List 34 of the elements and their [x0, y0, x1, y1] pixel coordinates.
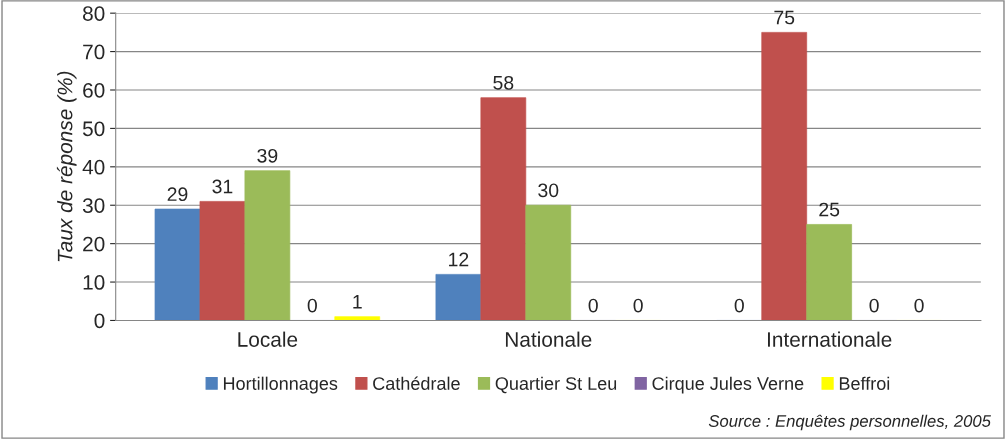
data-label: 0 — [869, 298, 879, 313]
y-tick-label: 0 — [94, 313, 105, 329]
data-label: 0 — [588, 298, 598, 313]
data-label: 12 — [449, 252, 469, 267]
data-label: 1 — [353, 295, 362, 309]
data-label: 29 — [167, 187, 188, 202]
y-tick-label: 60 — [83, 83, 105, 98]
x-tick-label: Nationale — [505, 331, 592, 347]
y-axis-title: Taux de réponse (%) — [56, 71, 77, 262]
source-note: Source : Enquêtes personnelles, 2005 — [708, 414, 991, 431]
y-tick-label: 30 — [82, 198, 105, 213]
data-label: 39 — [257, 148, 278, 163]
x-tick-label: Internationale — [767, 331, 892, 347]
legend-label: Hortillonnages — [223, 376, 338, 394]
y-tick-label: 80 — [83, 6, 105, 21]
legend-label: Cirque Jules Verne — [652, 376, 804, 394]
legend-label: Quartier St Leu — [495, 376, 617, 394]
data-label: 0 — [914, 298, 924, 313]
data-label: 31 — [212, 179, 233, 194]
legend-label: Beffroi — [839, 376, 890, 390]
data-label: 25 — [819, 202, 840, 217]
data-label: 58 — [493, 75, 514, 90]
data-label: 0 — [307, 298, 317, 313]
legend-label: Cathédrale — [373, 376, 460, 390]
y-tick-label: 10 — [83, 275, 105, 290]
data-label: 0 — [734, 298, 744, 313]
data-label: 0 — [633, 298, 643, 313]
y-tick-label: 50 — [82, 121, 105, 137]
x-tick-label: Locale — [238, 331, 298, 347]
data-label: 75 — [774, 10, 795, 25]
y-tick-label: 40 — [82, 159, 105, 175]
y-tick-label: 20 — [83, 236, 105, 252]
y-tick-label: 70 — [83, 44, 105, 60]
data-label: 30 — [538, 183, 559, 198]
